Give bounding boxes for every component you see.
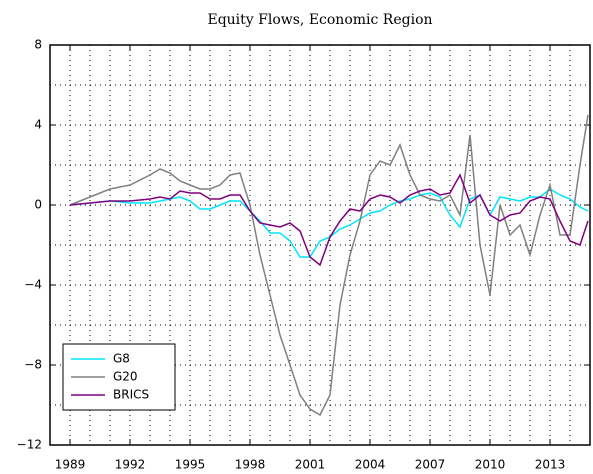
y-tick-label: 4 (34, 118, 42, 132)
plot-frame (49, 44, 591, 446)
chart-title: Equity Flows, Economic Region (207, 12, 432, 28)
y-tick-label: 8 (34, 38, 42, 52)
y-tick-label: 0 (34, 198, 42, 212)
y-tick-label: −4 (24, 278, 42, 292)
legend-label: G8 (113, 352, 130, 366)
x-tick-label: 2013 (535, 458, 566, 472)
x-tick-label: 2004 (355, 458, 386, 472)
x-tick-label: 1995 (175, 458, 206, 472)
x-tick-label: 1998 (235, 458, 266, 472)
x-tick-label: 2007 (415, 458, 446, 472)
legend-label: BRICS (113, 388, 149, 402)
x-tick-label: 1992 (115, 458, 146, 472)
legend-label: G20 (113, 370, 138, 384)
series-line (69, 173, 589, 267)
series-line (69, 114, 589, 417)
x-tick-label: 2001 (295, 458, 326, 472)
x-tick-label: 2010 (475, 458, 506, 472)
x-tick-label: 1989 (55, 458, 86, 472)
y-tick-label: −12 (17, 438, 42, 452)
series-line (69, 188, 589, 258)
y-tick-label: −8 (24, 358, 42, 372)
